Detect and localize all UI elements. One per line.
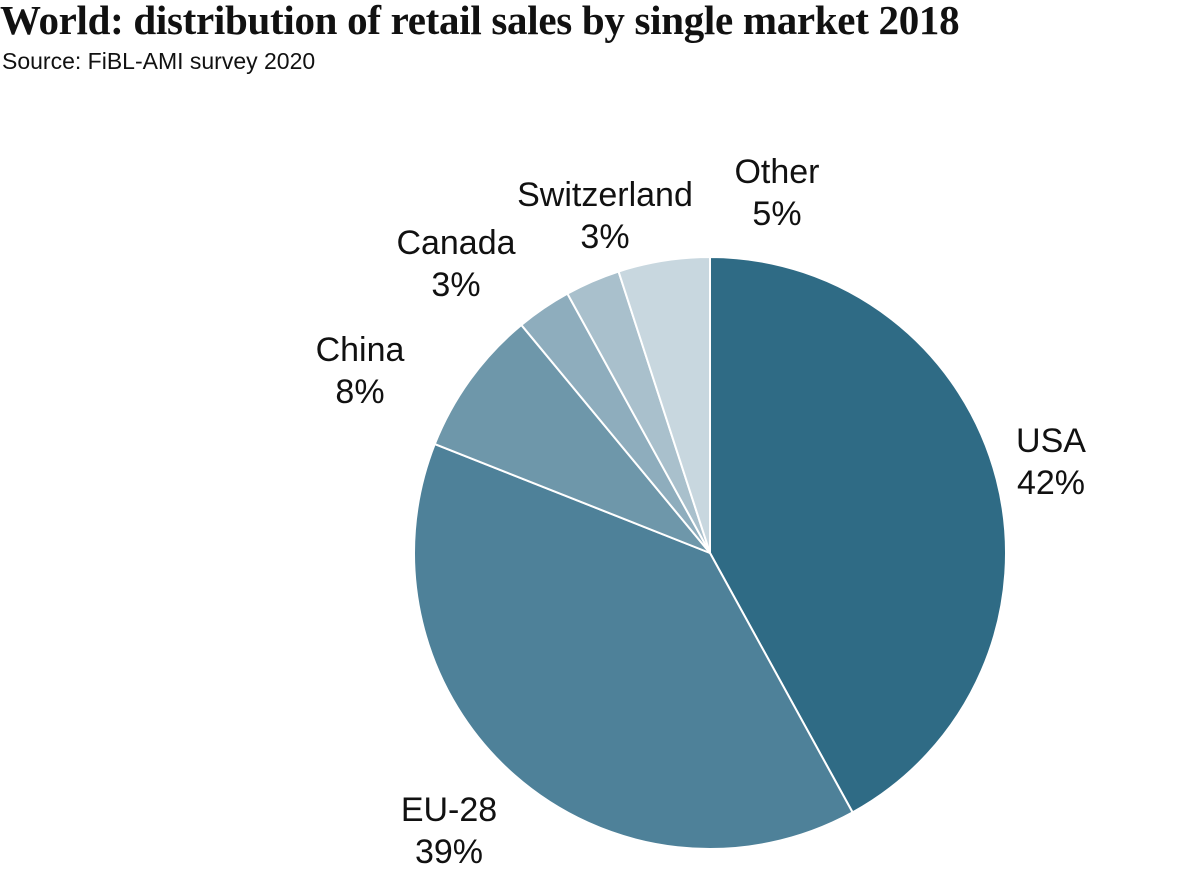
slice-value-label: 3% — [580, 218, 629, 256]
slice-label-other: Other 5% — [734, 153, 819, 233]
slice-category-label: Switzerland — [517, 176, 693, 214]
chart-subtitle: Source: FiBL-AMI survey 2020 — [2, 48, 316, 74]
pie-slice-china — [433, 323, 711, 554]
slice-label-switzerland: Switzerland 3% — [517, 176, 693, 256]
slice-value-label: 39% — [415, 833, 483, 869]
pie-slice-usa — [709, 256, 1007, 814]
slice-label-eu-28: EU-28 39% — [401, 791, 497, 869]
slice-value-label: 5% — [752, 195, 801, 233]
pie-slices — [413, 256, 1007, 850]
pie-slice-eu-28 — [413, 443, 854, 850]
chart-title: World: distribution of retail sales by s… — [0, 0, 960, 43]
slice-label-china: China 8% — [316, 331, 405, 411]
slice-category-label: Other — [734, 153, 819, 191]
slice-value-label: 3% — [431, 266, 480, 304]
slice-category-label: EU-28 — [401, 791, 497, 829]
slice-category-label: Canada — [396, 224, 515, 262]
slice-label-usa: USA 42% — [1016, 422, 1086, 502]
slice-category-label: USA — [1016, 422, 1086, 460]
slice-value-label: 42% — [1017, 464, 1085, 502]
slice-label-canada: Canada 3% — [396, 224, 515, 304]
slice-value-label: 8% — [335, 373, 384, 411]
pie-slice-other — [617, 256, 711, 554]
pie-labels: USA 42%EU-28 39%China 8%Canada 3%Switzerland… — [316, 153, 1087, 869]
slice-category-label: China — [316, 331, 405, 369]
